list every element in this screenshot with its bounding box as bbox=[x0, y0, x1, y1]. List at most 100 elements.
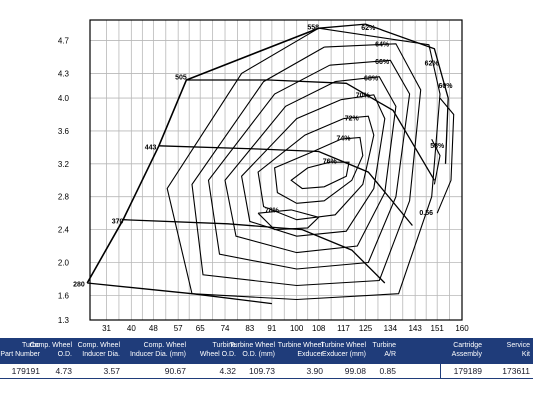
spec-header-cell: Turbine Wheel Exducer bbox=[278, 341, 323, 359]
spec-header-line-1: Comp. Wheel bbox=[77, 342, 120, 349]
spec-header-line-2: Inducer Dia. bbox=[82, 351, 120, 358]
spec-header-cell: Comp. Wheel Inducer Dia. (mm) bbox=[130, 341, 186, 359]
spec-separator bbox=[440, 364, 441, 378]
efficiency-contour bbox=[224, 76, 397, 254]
annotation-label: 64% bbox=[375, 42, 390, 49]
speed-line bbox=[318, 23, 449, 164]
spec-header-line-2: Kit bbox=[521, 351, 530, 358]
plot-frame bbox=[89, 19, 463, 321]
spec-header-line-1: Turbine bbox=[372, 342, 396, 349]
spec-header-band bbox=[0, 338, 533, 364]
spec-value-row bbox=[0, 364, 533, 379]
spec-header-cell: Turbine A/R bbox=[373, 341, 396, 359]
spec-value-cell: 0.85 bbox=[379, 366, 396, 376]
annotation-label: 74% bbox=[337, 135, 352, 142]
efficiency-contour bbox=[274, 136, 364, 204]
spec-header-line-1: Turbo bbox=[21, 342, 40, 349]
x-tick-label: 83 bbox=[245, 324, 254, 333]
x-tick-label: 151 bbox=[431, 324, 445, 333]
annotation-label: 370 bbox=[112, 218, 124, 225]
annotation-label: 280 bbox=[73, 282, 85, 289]
x-tick-label: 31 bbox=[102, 324, 111, 333]
speed-line bbox=[186, 79, 435, 181]
spec-header-line-1: Cartridge bbox=[453, 342, 482, 349]
annotation-label: 72% bbox=[345, 116, 360, 123]
efficiency-contour bbox=[191, 43, 422, 287]
x-tick-label: 143 bbox=[408, 324, 422, 333]
spec-header-line-1: Service bbox=[506, 342, 530, 349]
speed-line bbox=[123, 219, 386, 284]
efficiency-contour bbox=[207, 59, 411, 270]
x-tick-label: 74 bbox=[221, 324, 230, 333]
x-tick-label: 100 bbox=[290, 324, 304, 333]
spec-header-line-2: Exducer bbox=[297, 351, 323, 358]
x-tick-label: 48 bbox=[149, 324, 158, 333]
x-tick-label: 91 bbox=[267, 324, 276, 333]
spec-value-cell: 179189 bbox=[453, 366, 482, 376]
speed-line bbox=[158, 145, 413, 226]
spec-value-cell: 90.67 bbox=[164, 366, 186, 376]
annotation-label: 78% bbox=[265, 208, 280, 215]
efficiency-contour bbox=[436, 97, 455, 214]
annotation-label: 68% bbox=[364, 75, 379, 82]
x-tick-label: 117 bbox=[337, 324, 350, 333]
y-tick-label: 2.8 bbox=[58, 193, 70, 202]
speed-lines bbox=[87, 23, 449, 305]
spec-header-line-2: Exducer (mm) bbox=[322, 351, 366, 358]
x-tick-label: 108 bbox=[312, 324, 326, 333]
y-tick-label: 3.2 bbox=[58, 160, 70, 169]
annotation-label: 62% bbox=[425, 61, 440, 68]
y-tick-label: 1.6 bbox=[58, 291, 70, 300]
annotation-label: 58% bbox=[430, 143, 445, 150]
x-tick-label: 57 bbox=[174, 324, 183, 333]
spec-header-line-1: Turbine Wheel bbox=[277, 342, 323, 349]
spec-value-cell: 99.08 bbox=[344, 366, 366, 376]
x-tick-label: 134 bbox=[384, 324, 398, 333]
annotation-label: 76% bbox=[323, 158, 338, 165]
y-tick-label: 2.4 bbox=[58, 226, 70, 235]
annotations: 558 62% 64% 66% 68% 70% 505 72% 74% 62% 60% 443 76% 5… bbox=[73, 24, 453, 288]
y-axis-ticks: 1.3 1.6 2.0 2.4 2.8 3.2 3.6 4.0 4.3 4.7 bbox=[58, 37, 70, 325]
x-tick-label: 40 bbox=[127, 324, 136, 333]
spec-value-cell: 173611 bbox=[502, 366, 530, 376]
annotation-label: 0.56 bbox=[419, 210, 433, 217]
spec-value-cell: 3.90 bbox=[306, 366, 323, 376]
y-tick-label: 4.3 bbox=[58, 69, 70, 78]
spec-value-cell: 3.57 bbox=[103, 366, 120, 376]
spec-header-line-2: Part Number bbox=[0, 351, 40, 358]
spec-value-cell: 109.73 bbox=[249, 366, 275, 376]
efficiency-islands bbox=[166, 27, 455, 301]
spec-header-line-2: O.D. (mm) bbox=[242, 351, 275, 358]
x-axis-ticks: 31 40 48 57 65 74 83 91 100 108 117 125 134 143 151 160 bbox=[102, 324, 469, 333]
spec-table: Turbo Part Number 179191 Comp. Wheel O.D. 4.7… bbox=[0, 338, 533, 400]
spec-header-cell: Comp. Wheel O.D. bbox=[30, 341, 72, 359]
speed-line bbox=[87, 282, 272, 305]
y-tick-label: 4.0 bbox=[58, 94, 70, 103]
efficiency-contour bbox=[431, 138, 441, 185]
spec-header-cell: Turbo Part Number bbox=[0, 341, 40, 359]
annotation-label: 70% bbox=[356, 93, 371, 100]
annotation-label: 62% bbox=[361, 25, 376, 32]
spec-header-line-1: Turbine Wheel bbox=[320, 342, 366, 349]
grid bbox=[90, 20, 463, 321]
annotation-label: 60% bbox=[438, 83, 453, 90]
spec-value-cell: 4.73 bbox=[55, 366, 72, 376]
spec-header-cell: Cartridge Assembly bbox=[452, 341, 482, 359]
annotation-label: 66% bbox=[375, 59, 390, 66]
spec-header-cell: Comp. Wheel Inducer Dia. bbox=[78, 341, 120, 359]
spec-value-cell: 179191 bbox=[11, 366, 40, 376]
y-tick-label: 4.7 bbox=[58, 37, 70, 46]
annotation-label: 443 bbox=[145, 144, 157, 151]
spec-header-line-2: Inducer Dia. (mm) bbox=[129, 351, 186, 358]
efficiency-contour bbox=[166, 27, 441, 301]
compressor-map-chart: 31 40 48 57 65 74 83 91 100 108 117 125 134 143 151 160… bbox=[58, 19, 469, 333]
spec-header-line-2: O.D. bbox=[57, 351, 72, 358]
spec-header-line-1: Turbine bbox=[212, 342, 236, 349]
efficiency-contour bbox=[290, 161, 350, 190]
spec-header-cell: Turbine Wheel Exducer (mm) bbox=[321, 341, 366, 359]
spec-header-line-2: Wheel O.D. bbox=[199, 351, 236, 358]
x-tick-label: 160 bbox=[455, 324, 469, 333]
spec-header-line-1: Comp. Wheel bbox=[29, 342, 72, 349]
surge-line bbox=[86, 27, 319, 284]
x-tick-label: 125 bbox=[359, 324, 373, 333]
